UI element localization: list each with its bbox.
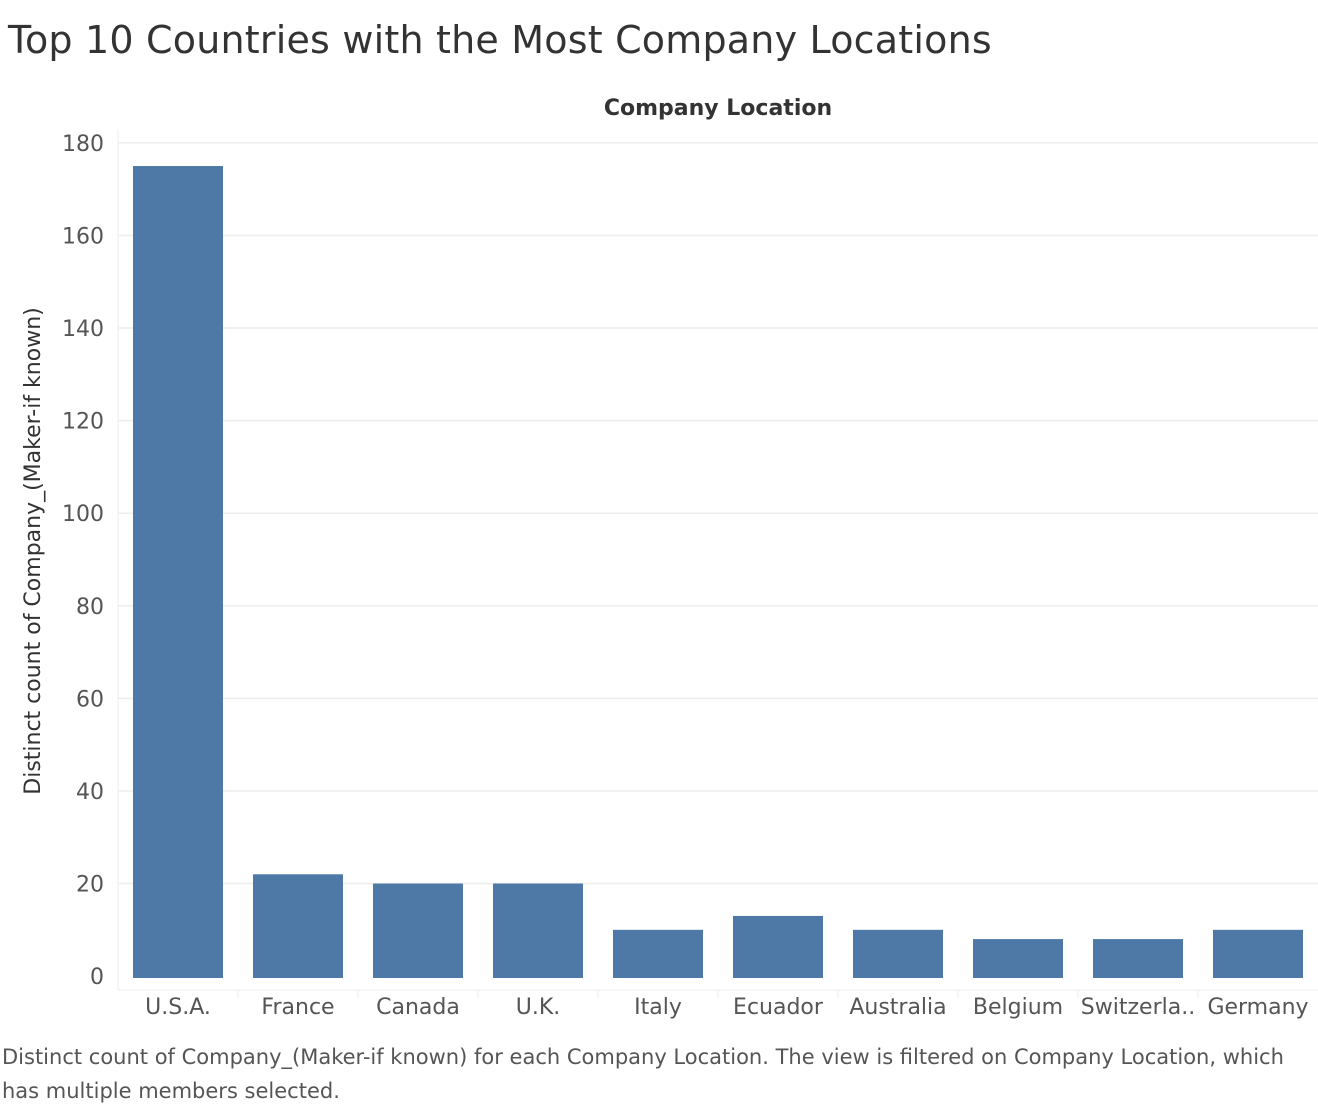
- x-axis: U.S.A. France Canada U.K. Italy Ecuador Austra…: [145, 995, 1308, 1020]
- x-tick-label: France: [261, 995, 334, 1020]
- x-tick-label: U.K.: [516, 995, 561, 1020]
- y-tick-label: 20: [76, 873, 104, 898]
- bar[interactable]: [1213, 929, 1303, 978]
- x-tick-label: Italy: [634, 995, 682, 1020]
- y-tick-label: 60: [76, 687, 104, 712]
- bar[interactable]: [493, 883, 583, 978]
- y-tick-label: 120: [62, 410, 104, 435]
- y-tick-label: 160: [62, 224, 104, 249]
- chart-caption: Distinct count of Company_(Maker-if know…: [2, 1045, 1284, 1103]
- y-tick-label: 40: [76, 780, 104, 805]
- bar[interactable]: [613, 929, 703, 978]
- x-tick-label: Australia: [849, 995, 946, 1020]
- x-tick-label: Canada: [376, 995, 460, 1020]
- y-axis: 0 20 40 60 80 100 120 140 160 180: [62, 132, 104, 990]
- x-tick-label: Switzerla..: [1081, 995, 1195, 1020]
- bar[interactable]: [1093, 939, 1183, 978]
- y-tick-label: 180: [62, 132, 104, 157]
- x-tick-label: Ecuador: [733, 995, 824, 1020]
- bar-chart: Company Location Distinct count of Compa…: [21, 96, 1318, 1020]
- bar[interactable]: [733, 915, 823, 978]
- x-tick-label: U.S.A.: [145, 995, 211, 1020]
- bar[interactable]: [373, 883, 463, 978]
- bar[interactable]: [853, 929, 943, 978]
- gridlines: [117, 129, 1318, 998]
- x-axis-header: Company Location: [604, 96, 832, 121]
- y-tick-label: 80: [76, 595, 104, 620]
- y-tick-label: 0: [90, 965, 104, 990]
- bar[interactable]: [133, 166, 223, 979]
- bar[interactable]: [973, 939, 1063, 978]
- x-tick-label: Belgium: [973, 995, 1063, 1020]
- chart-title: Top 10 Countries with the Most Company L…: [8, 18, 992, 62]
- y-tick-label: 140: [62, 317, 104, 342]
- y-axis-label: Distinct count of Company_(Maker-if know…: [21, 307, 46, 794]
- y-tick-label: 100: [62, 502, 104, 527]
- x-tick-label: Germany: [1207, 995, 1308, 1020]
- bars: [133, 166, 1303, 979]
- bar[interactable]: [253, 874, 343, 978]
